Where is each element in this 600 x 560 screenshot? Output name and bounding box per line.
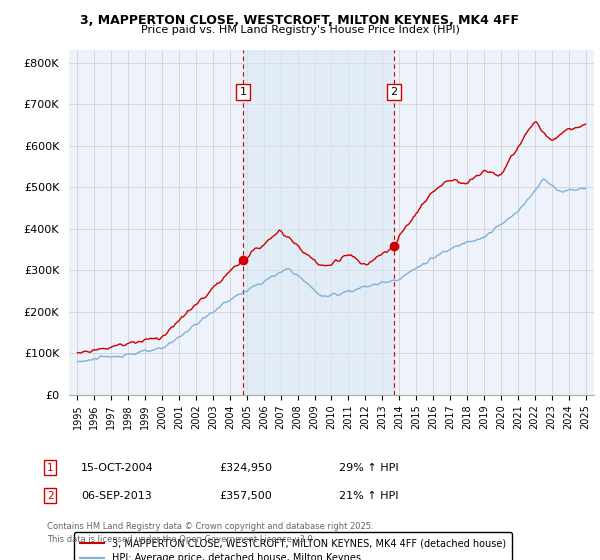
Text: 2: 2 [47, 491, 53, 501]
Text: 1: 1 [47, 463, 53, 473]
Text: 06-SEP-2013: 06-SEP-2013 [81, 491, 152, 501]
Text: £357,500: £357,500 [219, 491, 272, 501]
Text: 1: 1 [240, 87, 247, 97]
Legend: 3, MAPPERTON CLOSE, WESTCROFT, MILTON KEYNES, MK4 4FF (detached house), HPI: Ave: 3, MAPPERTON CLOSE, WESTCROFT, MILTON KE… [74, 533, 512, 560]
Text: Price paid vs. HM Land Registry's House Price Index (HPI): Price paid vs. HM Land Registry's House … [140, 25, 460, 35]
Text: 3, MAPPERTON CLOSE, WESTCROFT, MILTON KEYNES, MK4 4FF: 3, MAPPERTON CLOSE, WESTCROFT, MILTON KE… [80, 14, 520, 27]
Bar [243, 50, 394, 395]
Text: £324,950: £324,950 [219, 463, 272, 473]
Text: 2: 2 [390, 87, 397, 97]
Text: 15-OCT-2004: 15-OCT-2004 [81, 463, 154, 473]
Text: 21% ↑ HPI: 21% ↑ HPI [339, 491, 398, 501]
Text: Contains HM Land Registry data © Crown copyright and database right 2025.
This d: Contains HM Land Registry data © Crown c… [47, 522, 373, 544]
Text: 29% ↑ HPI: 29% ↑ HPI [339, 463, 398, 473]
